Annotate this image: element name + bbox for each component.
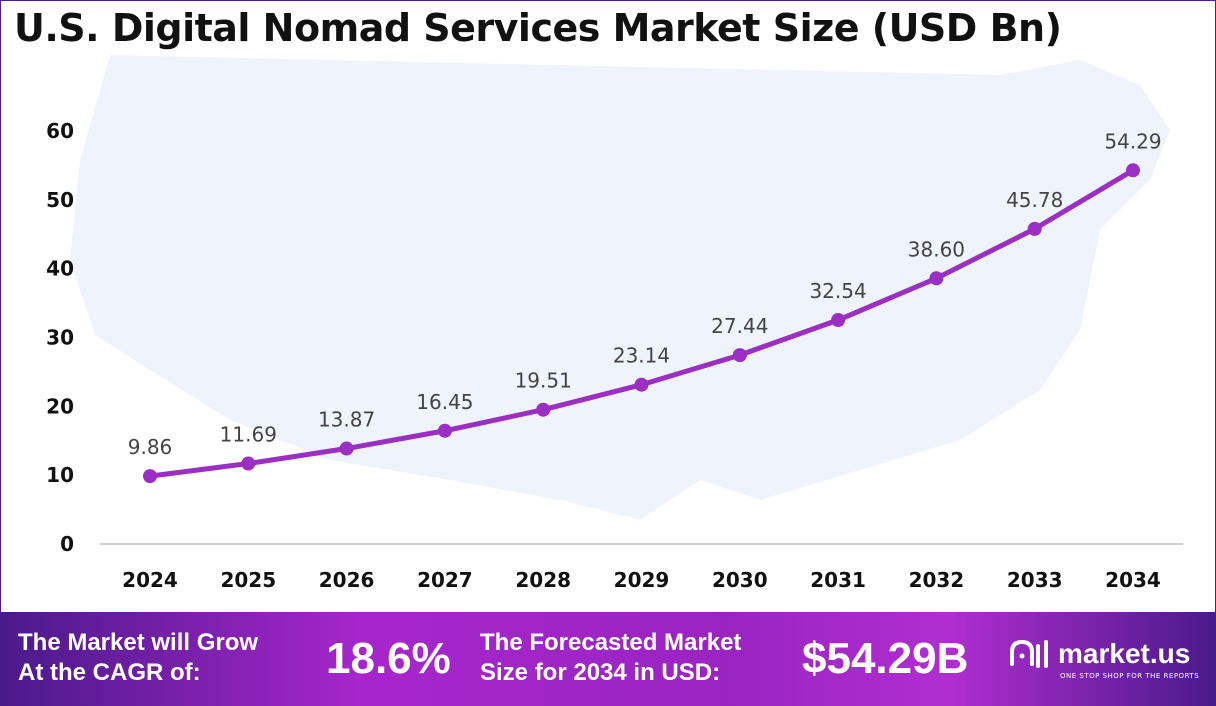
data-point: [929, 271, 944, 286]
y-tick-label: 50: [46, 188, 74, 212]
x-tick-label: 2024: [122, 568, 178, 592]
y-tick-label: 30: [46, 326, 74, 350]
data-label: 23.14: [613, 344, 670, 368]
x-tick-label: 2032: [909, 568, 965, 592]
y-tick-label: 10: [46, 463, 74, 487]
data-point: [1027, 221, 1042, 236]
data-label: 16.45: [416, 390, 473, 414]
forecast-label-line1: The Forecasted Market: [480, 629, 742, 656]
x-tick-label: 2027: [417, 568, 473, 592]
x-tick-label: 2034: [1105, 568, 1161, 592]
logo-name: market.us: [1058, 638, 1191, 669]
data-label: 19.51: [515, 369, 572, 393]
x-tick-label: 2025: [220, 568, 276, 592]
us-map-silhouette: [70, 55, 1170, 520]
forecast-label: The Forecasted Market Size for 2034 in U…: [480, 628, 741, 688]
x-tick-label: 2029: [614, 568, 670, 592]
data-label: 45.78: [1006, 188, 1063, 212]
forecast-value: $54.29B: [802, 634, 969, 683]
data-label: 54.29: [1104, 129, 1161, 153]
y-tick-label: 60: [46, 119, 74, 143]
data-label: 13.87: [318, 408, 375, 432]
data-point: [732, 348, 747, 363]
data-label: 11.69: [220, 423, 277, 447]
x-tick-label: 2028: [515, 568, 571, 592]
cagr-value: 18.6%: [326, 634, 451, 683]
data-point: [831, 313, 846, 328]
y-tick-label: 0: [60, 532, 74, 556]
data-point: [634, 377, 649, 392]
data-label: 9.86: [128, 435, 173, 459]
chart-title: U.S. Digital Nomad Services Market Size …: [14, 6, 1062, 50]
x-tick-label: 2031: [810, 568, 866, 592]
x-tick-label: 2033: [1007, 568, 1063, 592]
x-tick-label: 2026: [319, 568, 375, 592]
data-point: [143, 469, 157, 484]
cagr-label: The Market will Grow At the CAGR of:: [18, 628, 258, 688]
data-label: 32.54: [809, 279, 866, 303]
data-point: [339, 441, 354, 456]
data-point: [1126, 163, 1140, 178]
cagr-label-line1: The Market will Grow: [18, 629, 259, 656]
y-tick-label: 20: [46, 394, 74, 418]
summary-banner: The Market will Grow At the CAGR of: 18.…: [0, 612, 1216, 706]
market-us-logo-icon: [1010, 639, 1048, 668]
y-tick-label: 40: [46, 257, 74, 281]
data-label: 27.44: [711, 314, 768, 338]
data-point: [241, 456, 256, 471]
data-point: [536, 402, 551, 417]
forecast-label-line2: Size for 2034 in USD:: [480, 659, 721, 686]
data-label: 38.60: [908, 237, 965, 261]
cagr-label-line2: At the CAGR of:: [18, 659, 201, 686]
x-tick-label: 2030: [712, 568, 768, 592]
data-point: [437, 423, 452, 438]
logo-tagline: ONE STOP SHOP FOR THE REPORTS: [1060, 672, 1200, 680]
